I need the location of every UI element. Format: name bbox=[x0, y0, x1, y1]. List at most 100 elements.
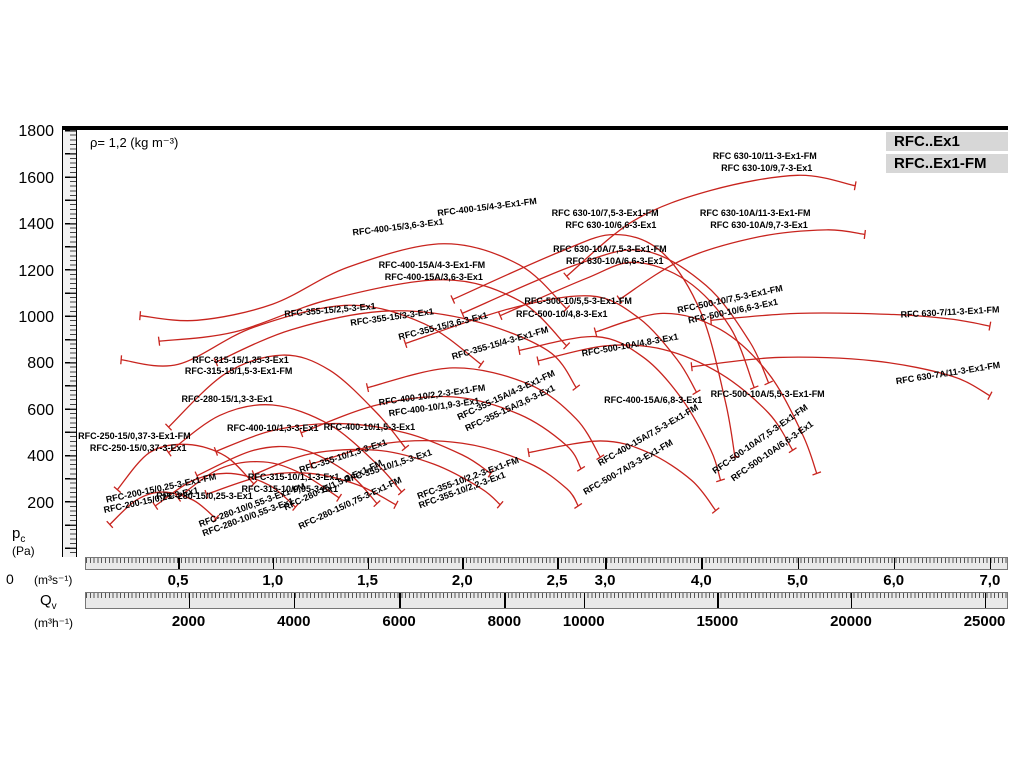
fan-curve bbox=[528, 440, 717, 511]
x1-tick-label: 5,0 bbox=[787, 572, 808, 589]
curve-end-tick bbox=[616, 295, 623, 304]
fan-curve bbox=[154, 472, 296, 508]
curve-end-tick bbox=[692, 389, 701, 396]
x2-major-tick bbox=[717, 593, 719, 608]
y-tick-label: 200 bbox=[27, 494, 54, 512]
curve-end-tick bbox=[397, 488, 406, 496]
fan-curve bbox=[566, 174, 856, 277]
curve-end-tick bbox=[393, 500, 399, 510]
x1-major-tick bbox=[893, 558, 896, 569]
fan-curve bbox=[300, 395, 582, 470]
fan-curve bbox=[196, 445, 378, 505]
y-tick-label: 400 bbox=[27, 448, 54, 466]
x2-tick-label: 25000 bbox=[963, 613, 1006, 630]
curve-end-tick bbox=[853, 181, 857, 191]
curve-label: RFC-280-15/0,25-3-Ex1 bbox=[156, 491, 253, 502]
x1-tick-label: 0,5 bbox=[167, 572, 189, 589]
x1-tick-label: 2,0 bbox=[451, 572, 473, 589]
curve-label: RFC-315-10/1,1-3-Ex1 bbox=[247, 472, 340, 483]
curve-end-tick bbox=[450, 295, 456, 304]
legend-item-ex1: RFC..Ex1 bbox=[886, 132, 1008, 151]
x2-tick-label: 4000 bbox=[277, 613, 311, 630]
curve-end-tick bbox=[497, 311, 503, 321]
curve-label: RFC 630-10A/9,7-3-Ex1 bbox=[710, 220, 808, 231]
fan-curve bbox=[109, 491, 217, 525]
fan-curve bbox=[121, 304, 482, 367]
fan-curve bbox=[140, 243, 568, 322]
curve-label: RFC-400-15A/3,6-3-Ex1 bbox=[384, 272, 483, 283]
curve-end-tick bbox=[365, 383, 370, 393]
fan-curve bbox=[168, 404, 403, 493]
curve-end-tick bbox=[139, 311, 142, 321]
curve-end-tick bbox=[120, 355, 123, 365]
curve-end-tick bbox=[572, 384, 581, 391]
curve-end-tick bbox=[987, 391, 993, 401]
curve-end-tick bbox=[496, 500, 504, 509]
curve-end-tick bbox=[250, 480, 258, 488]
y-axis-title: pc bbox=[12, 525, 25, 545]
fan-curve bbox=[461, 249, 770, 384]
x1-tick-label: 4,0 bbox=[690, 572, 712, 589]
curve-end-tick bbox=[764, 380, 773, 386]
curve-end-tick bbox=[403, 339, 408, 348]
curve-label: RFC 630-10A/11-3-Ex1-FM bbox=[699, 208, 811, 219]
curve-end-tick bbox=[527, 448, 530, 458]
curve-end-tick bbox=[574, 502, 583, 509]
x1-tick-label: 7,0 bbox=[979, 572, 1001, 589]
curve-label: RFC-250-15/0,37-3-Ex1 bbox=[89, 443, 187, 454]
x2-major-tick bbox=[583, 593, 586, 608]
curve-end-tick bbox=[299, 428, 304, 438]
plot-top-border bbox=[62, 126, 1008, 130]
curve-end-tick bbox=[709, 315, 712, 325]
curve-end-tick bbox=[487, 469, 494, 478]
curve-label: RFC 630-10A/7,5-3-Ex1-FM bbox=[553, 244, 667, 255]
y-tick-label: 600 bbox=[27, 401, 54, 419]
curve-label: RFC-250-15/0,37-3-Ex1-FM bbox=[78, 431, 191, 442]
x2-major-tick bbox=[399, 593, 401, 608]
y-tick-label: 1800 bbox=[18, 123, 54, 141]
fan-curve bbox=[499, 261, 755, 388]
legend-item-ex1-fm: RFC..Ex1-FM bbox=[886, 154, 1008, 173]
x1-tick-label: 6,0 bbox=[883, 572, 905, 589]
x1-major-tick bbox=[367, 558, 369, 569]
x1-major-tick bbox=[178, 558, 180, 569]
curve-end-tick bbox=[716, 478, 726, 483]
fan-curve bbox=[710, 312, 991, 327]
curve-end-tick bbox=[711, 507, 720, 514]
curve-end-tick bbox=[212, 514, 220, 523]
curve-end-tick bbox=[576, 465, 586, 472]
x1-tick-label: 3,0 bbox=[594, 572, 616, 589]
curve-label: RFC 630-10A/6,6-3-Ex1 bbox=[565, 256, 664, 267]
x2-major-tick bbox=[850, 593, 853, 608]
fan-curve bbox=[168, 354, 406, 449]
curve-end-tick bbox=[164, 423, 173, 431]
x2-tick-label: 6000 bbox=[382, 613, 416, 630]
fan-curve bbox=[116, 443, 255, 491]
curve-label: RFC-400-10/1,5-3-Ex1 bbox=[323, 422, 416, 433]
x-axis-title: Qv bbox=[40, 592, 57, 612]
curve-label: RFC 630-10/7,5-3-Ex1-FM bbox=[551, 208, 659, 219]
y-tick-label: 800 bbox=[27, 355, 54, 373]
curve-end-tick bbox=[194, 471, 200, 481]
curve-label: RFC-400-10/1,3-3-Ex1 bbox=[226, 422, 319, 433]
curve-end-tick bbox=[593, 327, 598, 337]
curve-label: RFC-400-15A/4-3-Ex1-FM bbox=[378, 260, 486, 271]
curve-end-tick bbox=[459, 308, 465, 318]
curve-end-tick bbox=[690, 362, 693, 372]
air-density-label: ρ= 1,2 (kg m⁻³) bbox=[90, 135, 179, 150]
x1-tick-label: 1,0 bbox=[262, 572, 284, 589]
fan-curve bbox=[367, 367, 601, 458]
x2-major-tick bbox=[293, 593, 296, 608]
fan-curve bbox=[518, 335, 722, 481]
legend: RFC..Ex1 RFC..Ex1-FM bbox=[886, 132, 1008, 173]
flow-subscript: v bbox=[51, 601, 57, 612]
x1-major-tick bbox=[701, 558, 703, 569]
x1-major-tick bbox=[462, 558, 464, 569]
x1-major-tick bbox=[989, 558, 992, 569]
flow-symbol: Q bbox=[40, 592, 52, 609]
x2-tick-label: 2000 bbox=[171, 613, 206, 630]
x2-tick-label: 10000 bbox=[562, 613, 605, 630]
x1-tick-label: 1,5 bbox=[357, 572, 378, 589]
